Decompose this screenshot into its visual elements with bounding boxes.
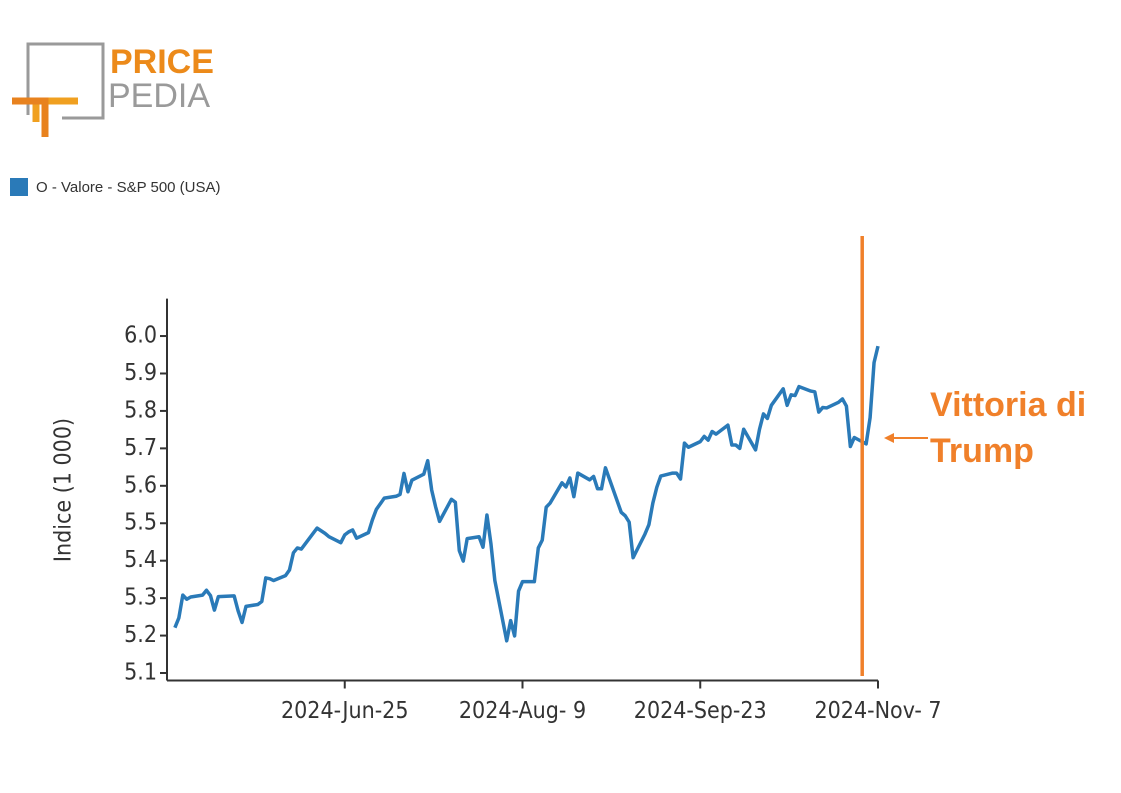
y-tick-label: 5.5: [124, 510, 157, 536]
y-tick-label: 5.8: [124, 397, 157, 423]
legend-swatch: [10, 178, 28, 196]
x-tick-label: 2024-Aug- 9: [459, 698, 586, 724]
logo: PRICE PEDIA: [12, 42, 214, 137]
y-tick-label: 5.7: [124, 435, 157, 461]
y-tick-label: 5.3: [124, 585, 157, 611]
y-tick-label: 5.6: [124, 472, 157, 498]
annotation: Vittoria di Trump: [930, 386, 1087, 470]
x-tick-label: 2024-Nov- 7: [814, 698, 941, 724]
logo-bottom: PEDIA: [108, 77, 210, 115]
x-tick-label: 2024-Jun-25: [281, 698, 409, 724]
y-tick-label: 5.1: [124, 660, 157, 686]
annotation-arrowhead: [884, 433, 894, 443]
logo-mark: [12, 97, 49, 137]
y-tick-label: 5.9: [124, 360, 157, 386]
logo-frame: [26, 42, 105, 120]
x-tick-label: 2024-Sep-23: [634, 698, 767, 724]
y-tick-label: 5.4: [124, 547, 157, 573]
series-line: [173, 345, 880, 643]
y-axis-label: Indice (1 000): [51, 418, 77, 562]
y-tick-label: 5.2: [124, 622, 157, 648]
legend-label: O - Valore - S&P 500 (USA): [36, 179, 221, 196]
logo-top: PRICE: [110, 43, 214, 81]
y-tick-label: 6.0: [124, 323, 157, 349]
